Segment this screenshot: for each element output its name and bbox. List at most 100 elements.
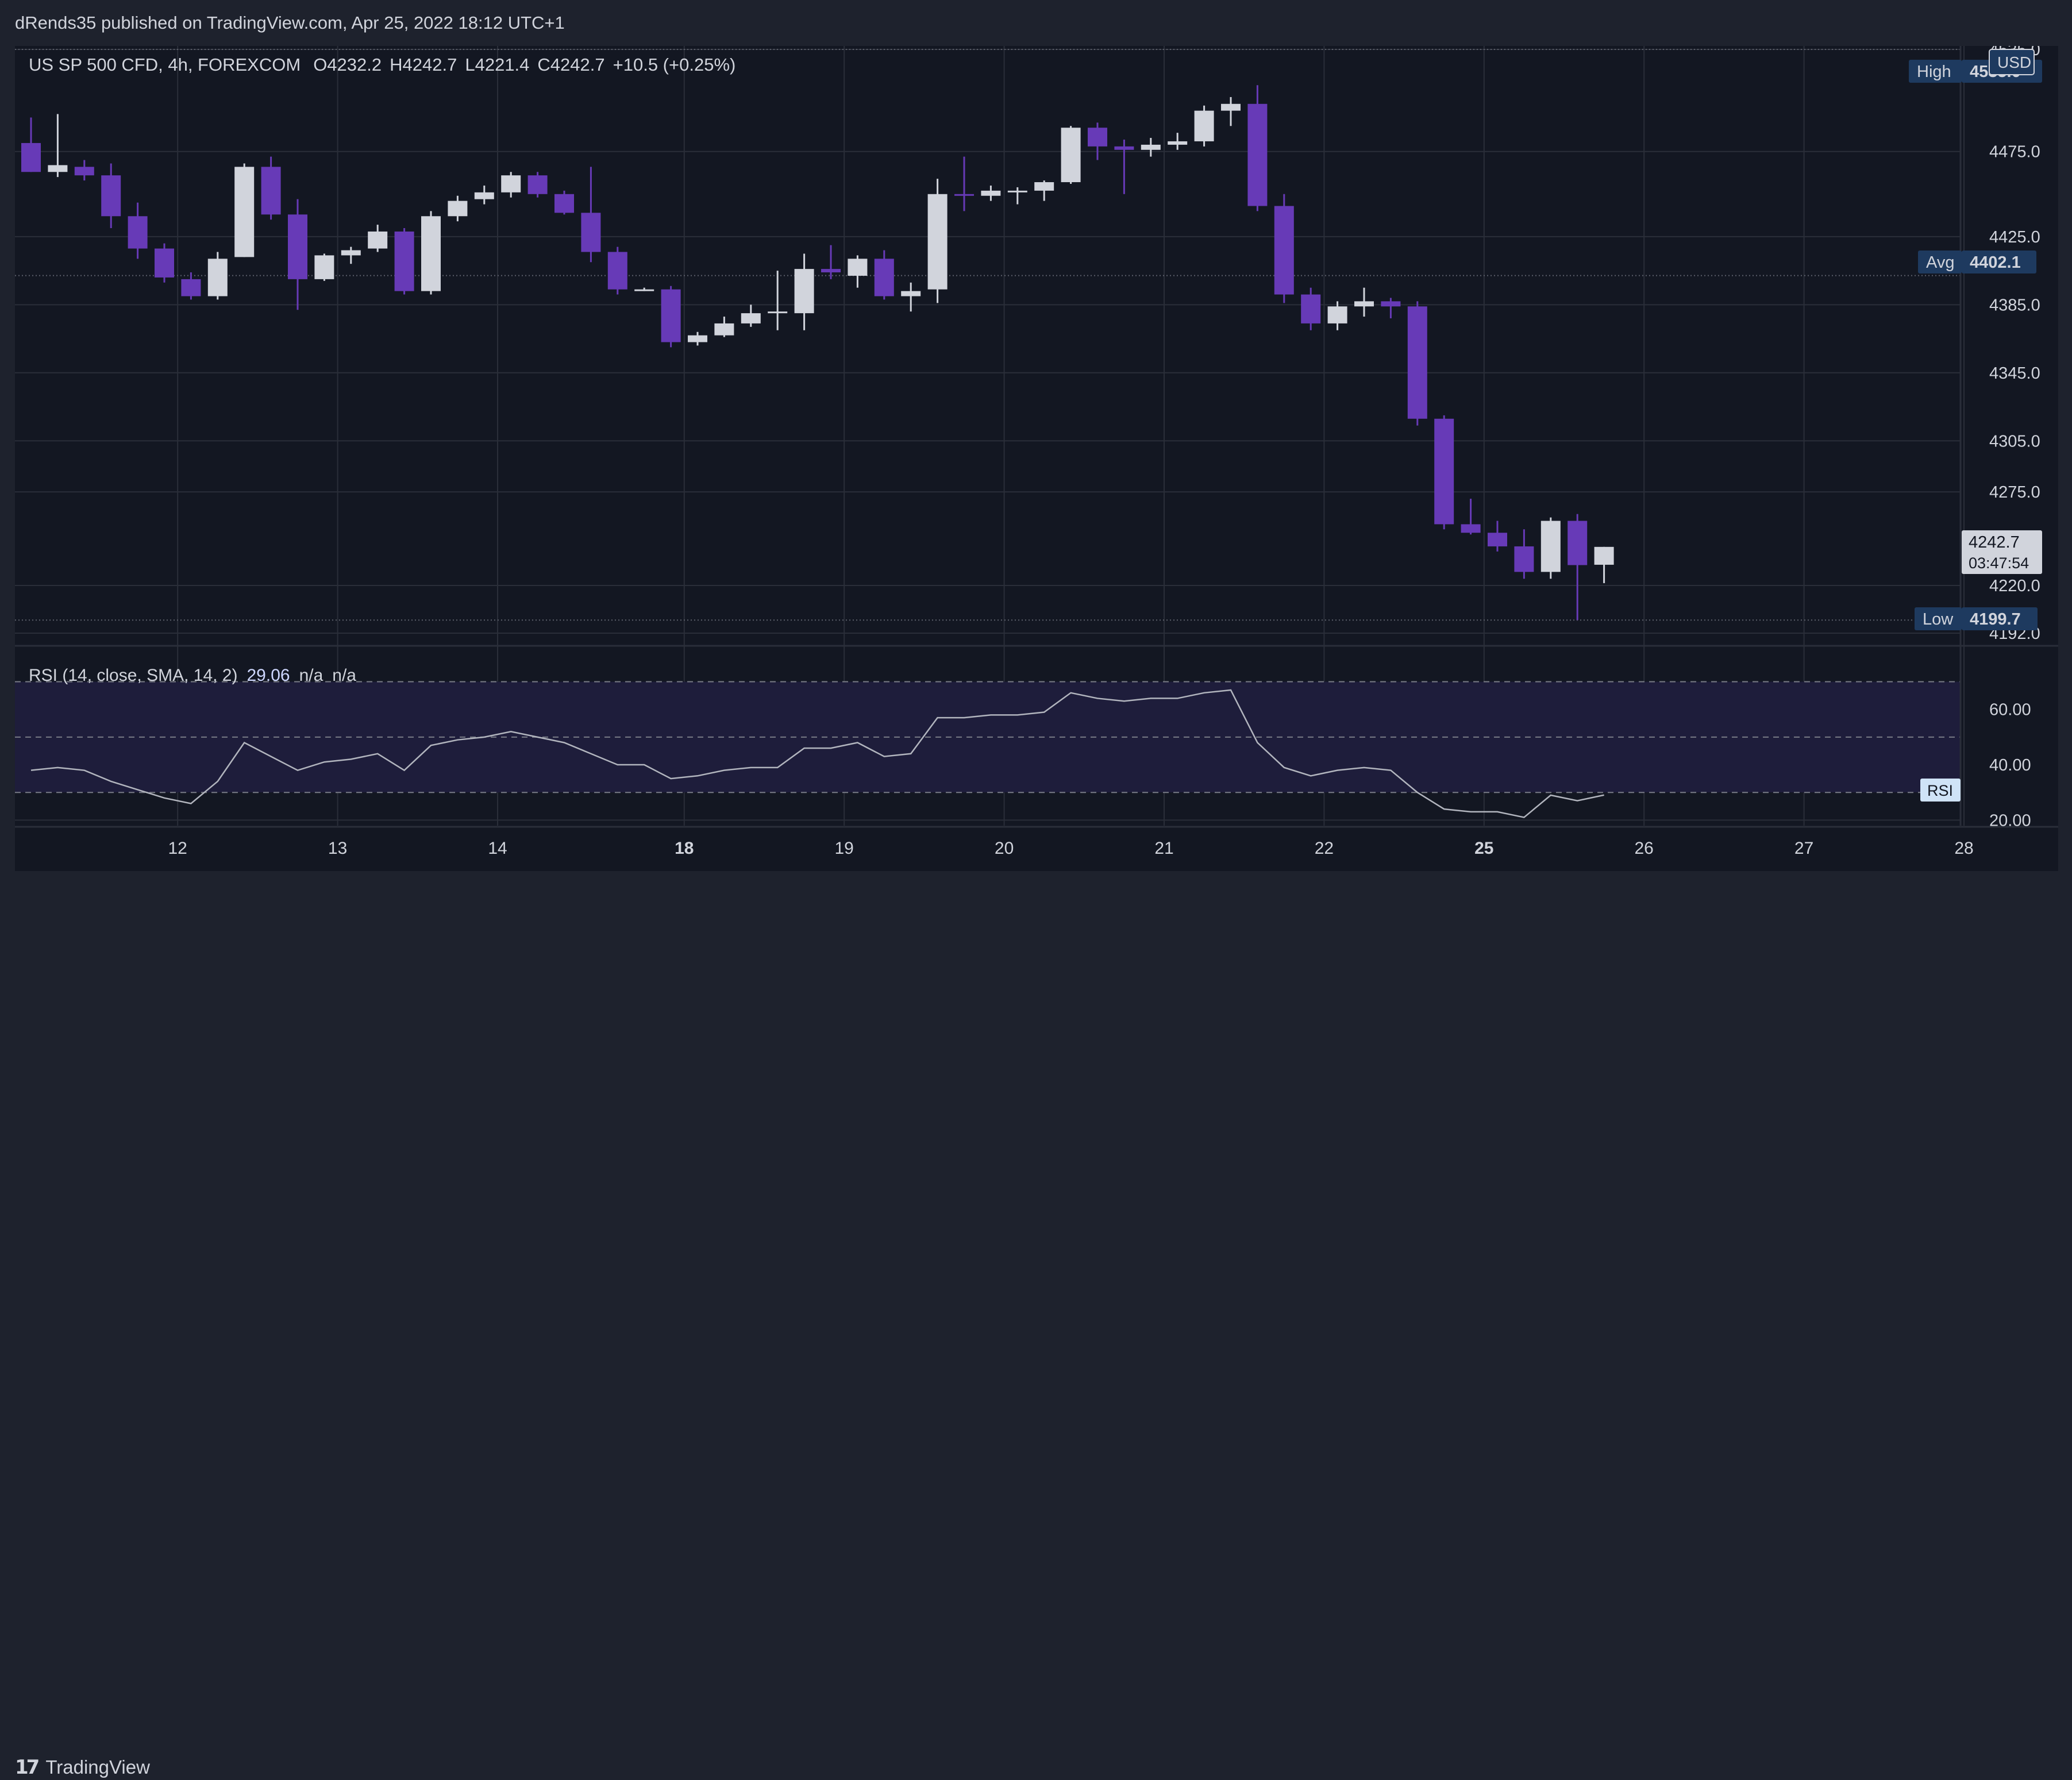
candle[interactable] [1568,514,1588,621]
candle[interactable] [1540,517,1561,579]
candle[interactable] [954,156,974,211]
close-value: C4242.7 [537,55,604,75]
time-tick-label: 20 [995,839,1014,858]
candle[interactable] [288,199,307,310]
candle[interactable] [527,172,548,198]
candle[interactable] [1488,521,1507,552]
rsi-tag: RSI [1920,779,1961,802]
candle[interactable] [1301,287,1321,330]
candle[interactable] [794,253,814,330]
candle[interactable] [1407,301,1427,426]
candle[interactable] [1381,298,1401,319]
candle-body [261,167,281,215]
candle[interactable] [181,272,201,300]
candle[interactable] [821,245,841,279]
candle[interactable] [1221,97,1241,126]
candle[interactable] [607,246,627,295]
candle[interactable] [848,255,868,288]
candle[interactable] [927,179,948,303]
candle[interactable] [448,195,468,222]
top-bar: dRends35 published on TradingView.com, A… [0,0,2072,46]
candle[interactable] [1274,194,1294,303]
candle[interactable] [554,190,574,215]
rsi-legend: RSI (14, close, SMA, 14, 2) 29.06 n/a n/a [29,666,356,685]
candle[interactable] [128,202,148,259]
candle[interactable] [688,332,707,346]
candle[interactable] [1247,85,1268,211]
candle-body [714,323,734,336]
candle[interactable] [207,252,228,300]
candle[interactable] [1514,529,1534,579]
candle[interactable] [1194,105,1214,147]
candle[interactable] [1114,139,1134,194]
candle[interactable] [874,250,894,300]
candle[interactable] [1168,133,1188,150]
candle[interactable] [1141,138,1161,157]
candle[interactable] [901,282,921,312]
candle-body [927,194,948,290]
chart-area[interactable]: 4535.04475.04425.04385.04345.04305.04275… [15,41,2058,871]
candle[interactable] [48,114,68,178]
candle[interactable] [155,243,174,283]
candle-body [48,165,68,172]
candle[interactable] [741,305,761,327]
candle[interactable] [1034,180,1054,201]
candle[interactable] [1354,287,1374,317]
candle[interactable] [74,160,94,181]
candle-body [1034,182,1054,191]
candle-body [101,175,121,217]
time-tick-label: 22 [1315,839,1334,858]
time-tick-label: 14 [488,839,507,858]
candle[interactable] [314,253,334,281]
price-tick-label: 4425.0 [1989,228,2040,246]
candle-body [448,201,468,217]
tradingview-logo[interactable]: 17 TradingView [15,1755,150,1780]
candle[interactable] [634,287,654,291]
candle[interactable] [1007,187,1027,205]
candle[interactable] [474,185,494,205]
candle-body [661,289,681,342]
candle[interactable] [101,163,121,229]
candle-body [1088,128,1107,147]
candle[interactable] [421,211,441,295]
price-tick-label: 4475.0 [1989,143,2040,161]
candle[interactable] [1327,301,1347,330]
candle[interactable] [501,172,521,198]
candle[interactable] [1434,415,1454,530]
candle[interactable] [341,246,361,264]
candle[interactable] [1061,126,1081,184]
rsi-tag-bg [1920,779,1961,802]
candle[interactable] [981,185,1001,201]
candle[interactable] [1594,546,1614,583]
candle-body [21,142,41,172]
candle-body [901,291,921,296]
bar-countdown: 03:47:54 [1969,554,2029,572]
candle-body [1114,146,1134,150]
avg-tag-value-bg [1962,251,2036,273]
last-price-value: 4242.7 [1969,533,2020,552]
candle[interactable] [1088,122,1107,160]
candle[interactable] [261,156,281,220]
candle-body [288,214,307,279]
candle-body [501,175,521,192]
time-tick-label: 28 [1954,839,1973,858]
chart-canvas[interactable]: 4535.04475.04425.04385.04345.04305.04275… [15,41,2058,871]
candle-body [581,213,601,252]
time-tick-label: 18 [675,839,694,858]
candle-body [181,279,201,296]
candle[interactable] [661,286,681,348]
candle[interactable] [368,225,388,252]
candle[interactable] [714,317,734,337]
candle[interactable] [581,167,601,263]
rsi-tag-text: RSI [1927,782,1953,799]
candle[interactable] [768,271,788,330]
currency-badge[interactable]: USD [1989,49,2035,75]
rsi-pane [30,689,1604,818]
rsi-tick-label: 40.00 [1989,756,2031,775]
candle-body [74,167,94,176]
candle[interactable] [394,228,414,295]
candle[interactable] [234,163,255,257]
time-tick-label: 12 [168,839,187,858]
candle[interactable] [21,117,41,172]
candle[interactable] [1461,498,1481,535]
